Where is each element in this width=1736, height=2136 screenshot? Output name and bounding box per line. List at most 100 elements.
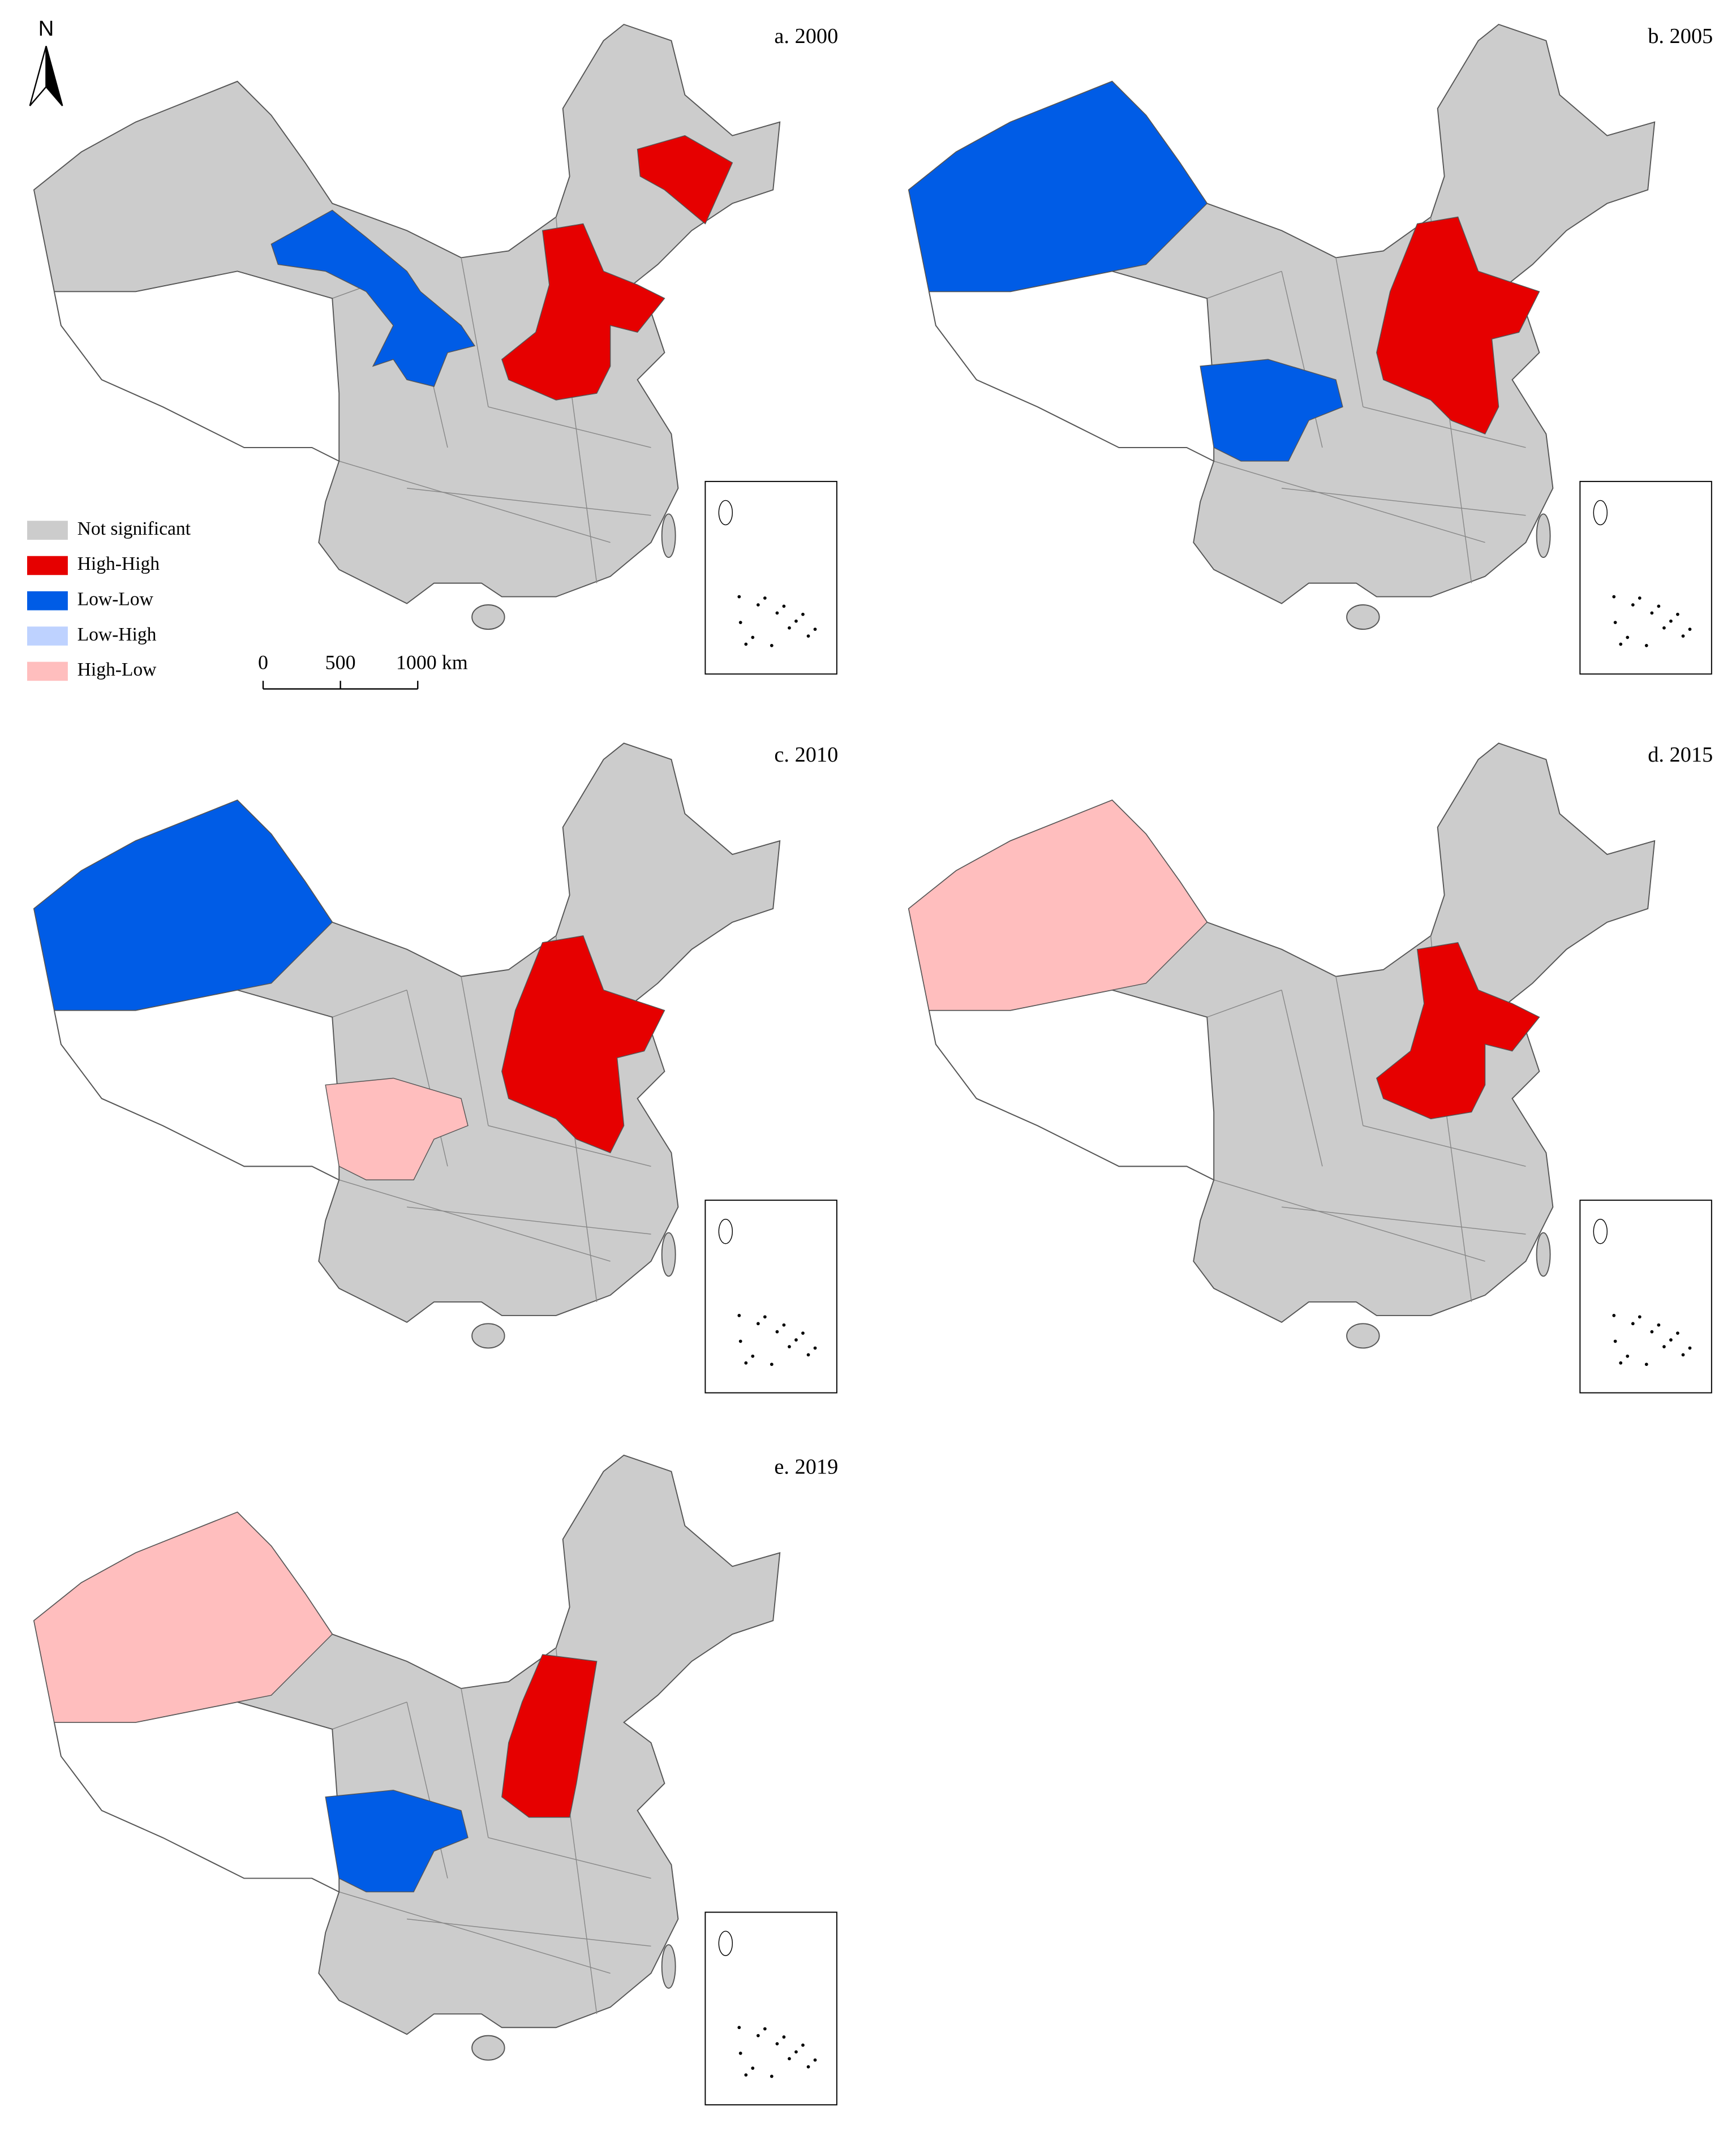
legend-swatch	[27, 556, 68, 575]
panel-label: c. 2010	[774, 743, 838, 767]
legend-label: Low-High	[78, 624, 157, 645]
inset-island	[718, 500, 733, 526]
region	[1376, 942, 1540, 1120]
inset-islet	[1662, 1345, 1666, 1348]
province-border	[339, 1179, 611, 1262]
region	[501, 1654, 598, 1818]
inset-islet	[756, 2034, 760, 2038]
panel-label: d. 2015	[1648, 743, 1713, 767]
province-border	[1363, 406, 1526, 448]
province-border	[1281, 990, 1323, 1167]
inset-islet	[1676, 1331, 1679, 1335]
island	[661, 1232, 676, 1277]
inset-islet	[775, 611, 779, 615]
inset-islet	[1688, 1346, 1692, 1350]
region	[325, 1790, 469, 1893]
island	[1536, 513, 1551, 558]
inset-frame	[704, 1200, 837, 1394]
region-blank	[928, 989, 1215, 1181]
north-arrow	[45, 46, 63, 106]
panel-label: e. 2019	[774, 1455, 838, 1479]
inset-islet	[751, 635, 755, 639]
province-border	[1213, 1179, 1485, 1262]
region	[908, 80, 1208, 293]
inset-islet	[775, 2042, 779, 2045]
inset-islet	[1644, 1363, 1648, 1366]
inset-islet	[1681, 634, 1685, 638]
inset-islet	[801, 2043, 805, 2047]
inset-islet	[763, 1315, 767, 1319]
province-border	[1363, 1125, 1526, 1167]
region	[325, 1077, 469, 1180]
inset-islet	[770, 1363, 774, 1366]
inset-island	[718, 1219, 733, 1244]
inset-islet	[794, 1338, 798, 1342]
island	[1346, 604, 1380, 630]
inset-islet	[782, 1323, 786, 1327]
province-border	[1281, 1206, 1526, 1235]
inset-islet	[744, 1361, 748, 1365]
province-border	[461, 1688, 489, 1838]
inset-islet	[744, 2073, 748, 2077]
province-border	[406, 990, 448, 1167]
scale-label: 500	[325, 651, 356, 674]
province-border	[1281, 271, 1323, 448]
province-border	[461, 257, 489, 407]
province-border	[332, 1701, 407, 1730]
island	[471, 604, 505, 630]
province-border	[1206, 990, 1282, 1018]
inset-islet	[1676, 612, 1679, 616]
inset-islet	[1619, 642, 1623, 646]
inset-islet	[806, 1353, 810, 1357]
legend-swatch	[27, 661, 68, 681]
legend-swatch	[27, 626, 68, 646]
legend-label: Not significant	[78, 518, 191, 539]
inset-frame	[1579, 1200, 1712, 1394]
inset-islet	[1612, 595, 1616, 599]
province-border	[339, 461, 611, 543]
inset-islet	[737, 1314, 741, 1317]
province-border	[569, 380, 598, 583]
inset-island	[718, 1931, 733, 1956]
inset-islet	[756, 603, 760, 607]
inset-islet	[1657, 1323, 1661, 1327]
panel-label: a. 2000	[774, 24, 838, 48]
province-border	[488, 406, 651, 448]
legend-swatch	[27, 591, 68, 611]
map-panel: e. 2019	[33, 1454, 838, 2105]
inset-islet	[738, 2051, 742, 2055]
inset-islet	[751, 1354, 755, 1358]
region	[33, 800, 333, 1011]
inset-islet	[801, 612, 805, 616]
province-border	[332, 990, 407, 1018]
north-arrow	[29, 46, 47, 106]
province-border	[1335, 257, 1364, 407]
inset-islet	[1662, 626, 1666, 630]
inset-islet	[794, 619, 798, 623]
province-border	[1213, 461, 1485, 543]
inset-islet	[1650, 1330, 1654, 1334]
inset-islet	[806, 634, 810, 638]
inset-islet	[806, 2065, 810, 2069]
inset-islet	[763, 596, 767, 600]
region-blank	[53, 989, 340, 1181]
inset-islet	[1613, 1339, 1617, 1343]
province-border	[488, 1125, 651, 1167]
inset-islet	[751, 2066, 755, 2070]
inset-islet	[1631, 603, 1635, 607]
region-blank	[53, 1701, 340, 1893]
region-blank	[53, 270, 340, 462]
province-border	[406, 1206, 651, 1235]
map-panel: c. 2010	[33, 742, 838, 1394]
island	[471, 1323, 505, 1349]
map-panel: b. 2005	[908, 24, 1713, 675]
island	[661, 513, 676, 558]
province-border	[1281, 488, 1526, 516]
inset-islet	[788, 2057, 791, 2061]
inset-frame	[704, 1911, 837, 2105]
inset-islet	[744, 642, 748, 646]
province-border	[339, 1891, 611, 1974]
inset-islet	[1650, 611, 1654, 615]
province-border	[461, 976, 489, 1126]
inset-islet	[1626, 635, 1630, 639]
